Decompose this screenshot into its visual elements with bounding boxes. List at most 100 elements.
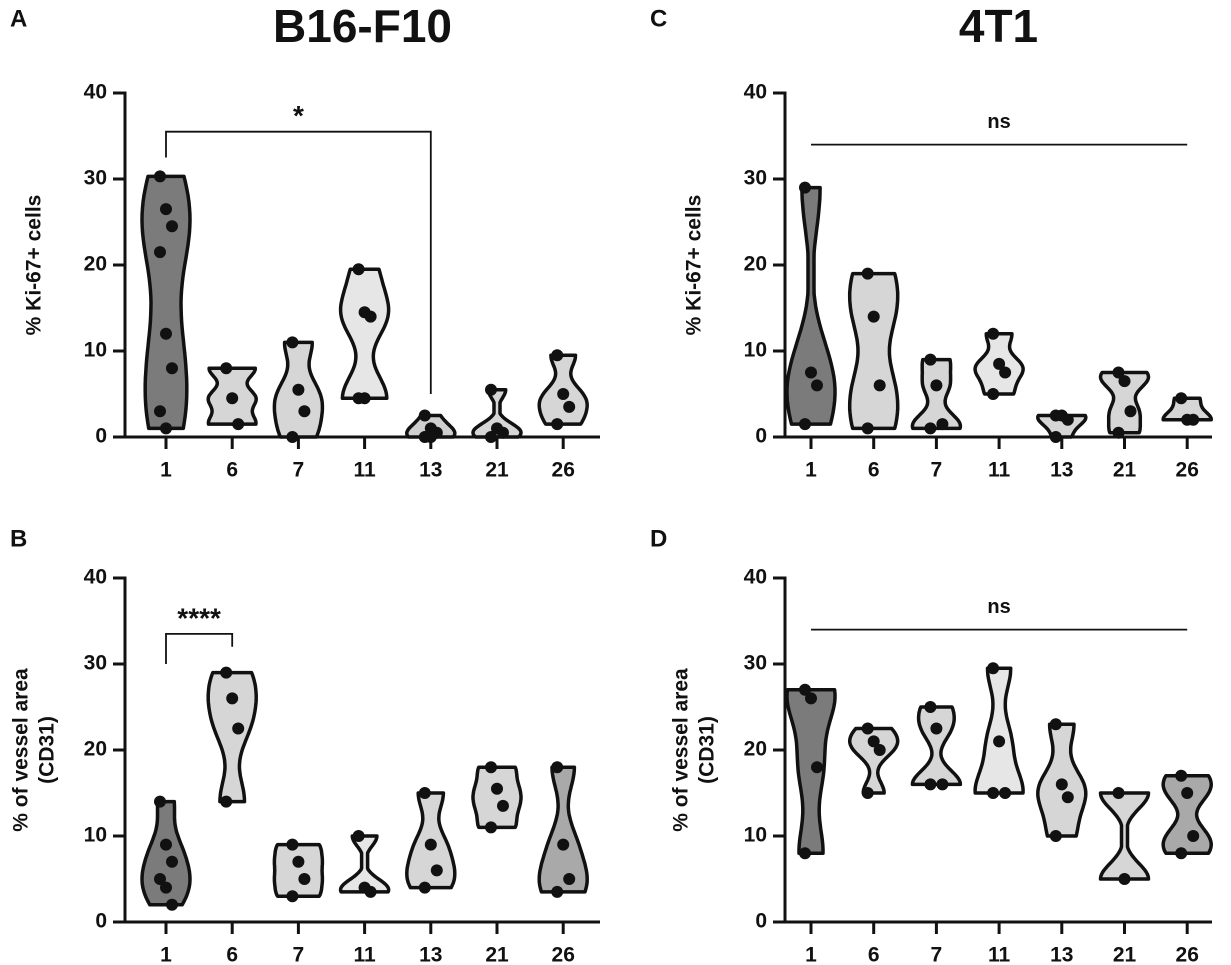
data-point — [924, 353, 937, 366]
x-tick-label: 21 — [485, 944, 509, 965]
data-point — [286, 431, 299, 443]
data-point — [430, 864, 443, 877]
data-point — [298, 873, 311, 885]
data-point — [861, 787, 874, 799]
data-point — [418, 787, 431, 799]
x-tick-label: 13 — [1050, 459, 1073, 482]
data-point — [160, 203, 172, 216]
violin — [1036, 413, 1088, 439]
significance-label: **** — [177, 602, 221, 633]
data-point — [292, 383, 305, 396]
x-tick-label: 7 — [931, 944, 943, 965]
data-point — [551, 418, 564, 431]
x-tick-label: 26 — [1176, 459, 1199, 482]
x-tick-label: 1 — [805, 944, 817, 965]
data-point — [993, 357, 1006, 370]
data-point — [1175, 392, 1188, 405]
violin — [785, 185, 837, 426]
data-point — [805, 692, 817, 705]
data-point — [799, 847, 811, 860]
data-point — [1124, 405, 1137, 418]
data-point — [867, 735, 880, 748]
x-tick-label: 11 — [353, 459, 376, 482]
data-point — [418, 881, 431, 894]
data-point — [1049, 718, 1062, 731]
data-point — [154, 873, 166, 885]
y-tick-label: 40 — [84, 566, 107, 589]
y-tick-label: 10 — [744, 339, 767, 362]
data-point — [551, 761, 564, 774]
data-point — [811, 379, 823, 392]
data-point — [154, 405, 166, 418]
data-point — [424, 838, 437, 851]
x-tick-label: 11 — [988, 944, 1011, 965]
data-point — [1118, 873, 1131, 885]
data-point — [485, 431, 497, 443]
data-point — [987, 787, 1000, 799]
data-point — [930, 379, 943, 392]
data-point — [924, 701, 937, 713]
y-tick-label: 0 — [95, 910, 107, 933]
y-tick-label: 20 — [84, 253, 107, 276]
y-tick-label: 10 — [744, 824, 767, 847]
data-point — [1175, 847, 1188, 860]
data-point — [1049, 431, 1062, 443]
data-point — [298, 405, 311, 418]
x-tick-label: 7 — [293, 459, 305, 482]
violin — [140, 174, 192, 431]
panel-letter: C — [650, 5, 667, 32]
violin — [1161, 396, 1213, 422]
x-tick-label: 21 — [485, 459, 509, 482]
x-tick-label: 11 — [988, 459, 1011, 482]
violin — [338, 267, 391, 401]
x-tick-label: 26 — [552, 944, 575, 965]
data-point — [166, 898, 178, 911]
data-point — [497, 799, 509, 812]
violin — [973, 666, 1025, 795]
data-point — [563, 400, 576, 413]
x-tick-label: 1 — [160, 459, 172, 482]
x-tick-label: 1 — [805, 459, 817, 482]
y-tick-label: 10 — [84, 824, 107, 847]
x-tick-label: 6 — [868, 944, 880, 965]
panel-title: B16-F10 — [273, 0, 452, 52]
x-tick-label: 13 — [419, 459, 442, 482]
data-point — [220, 362, 233, 375]
y-axis-label: (CD31) — [696, 716, 719, 784]
data-point — [154, 246, 166, 259]
y-tick-label: 20 — [84, 738, 107, 761]
data-point — [352, 263, 365, 276]
data-point — [551, 885, 564, 898]
y-tick-label: 30 — [744, 652, 767, 675]
data-point — [557, 838, 570, 851]
x-tick-label: 21 — [1113, 459, 1137, 482]
x-tick-label: 13 — [1050, 944, 1073, 965]
violin — [847, 271, 900, 431]
y-tick-label: 40 — [84, 81, 107, 104]
significance-bracket — [165, 633, 234, 664]
data-point — [1112, 426, 1125, 439]
data-point — [232, 722, 245, 735]
data-point — [861, 267, 874, 280]
data-point — [160, 422, 172, 435]
data-point — [936, 778, 949, 791]
data-point — [551, 349, 564, 362]
y-axis-label: (CD31) — [36, 716, 59, 784]
data-point — [930, 722, 943, 735]
data-point — [987, 388, 1000, 400]
data-point — [286, 838, 299, 851]
panel-letter: A — [10, 5, 27, 32]
x-tick-label: 1 — [160, 944, 172, 965]
y-tick-label: 30 — [744, 167, 767, 190]
data-point — [232, 418, 245, 431]
violin — [847, 726, 900, 795]
violin — [785, 688, 837, 855]
data-point — [160, 327, 172, 340]
data-point — [1055, 778, 1068, 791]
data-point — [1061, 413, 1074, 426]
data-point — [1112, 366, 1125, 379]
y-tick-label: 20 — [744, 253, 767, 276]
data-point — [1181, 787, 1194, 799]
violin — [1161, 774, 1213, 855]
violin — [910, 357, 963, 431]
